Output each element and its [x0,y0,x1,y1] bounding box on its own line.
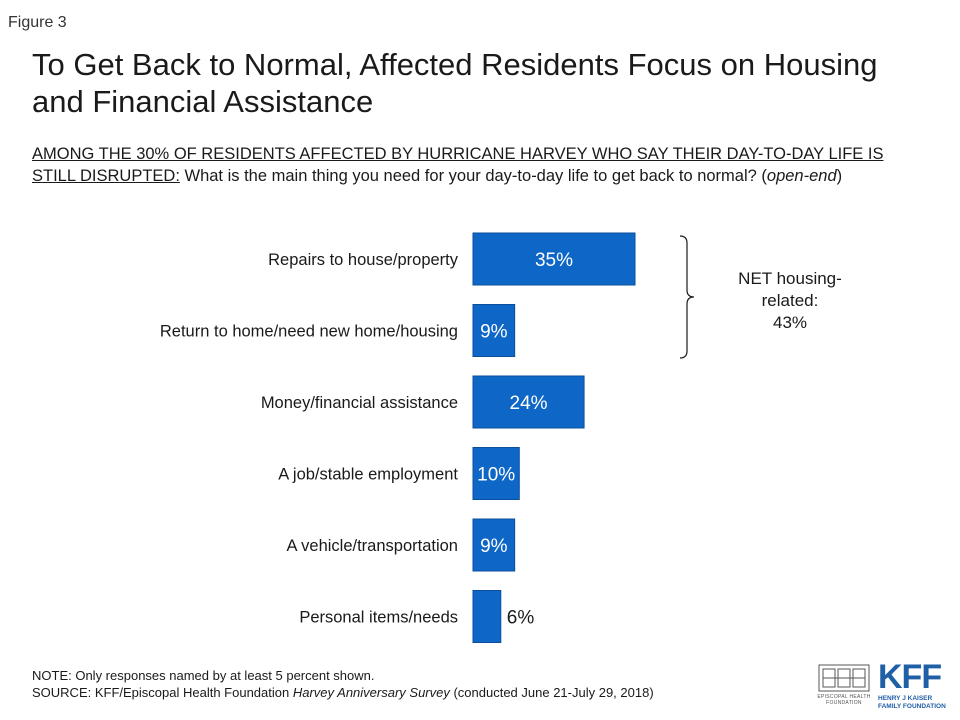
question-text: What is the main thing you need for your… [179,167,767,185]
bar-value-label: 24% [510,393,548,414]
bar-value-label: 6% [507,608,535,629]
footnotes: NOTE: Only responses named by at least 5… [32,667,792,701]
category-label: A job/stable employment [278,466,458,484]
kff-logo: KFF HENRY J KAISER FAMILY FOUNDATION [878,660,950,710]
net-label-line1: NET housing- [738,269,842,288]
bars-layer: Repairs to house/property 35% Return to ho… [160,232,636,643]
bar [472,375,585,429]
bar-value-label: 35% [535,250,573,271]
source-prefix: SOURCE: KFF/Episcopal Health Foundation [32,685,293,700]
chart-title: To Get Back to Normal, Affected Resident… [32,47,878,119]
ehf-logo-text: EPISCOPAL HEALTH FOUNDATION [817,694,871,706]
category-label: Repairs to house/property [268,251,459,269]
note-text: NOTE: Only responses named by at least 5… [32,668,375,683]
episcopal-health-logo [818,664,870,692]
net-housing-bracket [679,235,695,359]
bar [472,447,520,500]
kff-logo-subtitle: HENRY J KAISER FAMILY FOUNDATION [878,695,950,710]
category-label: Return to home/need new home/housing [160,323,458,341]
figure-label: Figure 3 [8,14,67,31]
bar [472,304,516,357]
question-emphasis: open-end [766,167,837,185]
question-prefix: AMONG THE 30% OF RESIDENTS AFFECTED BY H… [32,145,884,185]
bar [472,590,502,643]
category-label: A vehicle/transportation [286,537,458,555]
bar-value-label: 9% [480,322,508,343]
bar-value-label: 10% [477,465,515,486]
source-suffix: (conducted June 21-July 29, 2018) [449,685,654,700]
kff-sub-line2: FAMILY FOUNDATION [878,702,946,710]
survey-question: AMONG THE 30% OF RESIDENTS AFFECTED BY H… [32,143,912,187]
bar [472,518,516,572]
question-suffix: ) [836,167,843,185]
bar-value-label: 9% [480,536,508,557]
source-title: Harvey Anniversary Survey [292,685,450,700]
source-text: SOURCE: KFF/Episcopal Health Foundation … [32,684,792,701]
category-label: Money/financial assistance [261,394,458,412]
net-housing-label: NET housing- related: 43% [730,268,850,334]
net-label-line2: related: [761,291,819,310]
net-label-value: 43% [772,313,808,332]
bar [472,232,636,286]
category-label: Personal items/needs [299,609,458,627]
kff-sub-line1: HENRY J KAISER [878,695,933,702]
kff-logo-mark: KFF [878,658,942,696]
